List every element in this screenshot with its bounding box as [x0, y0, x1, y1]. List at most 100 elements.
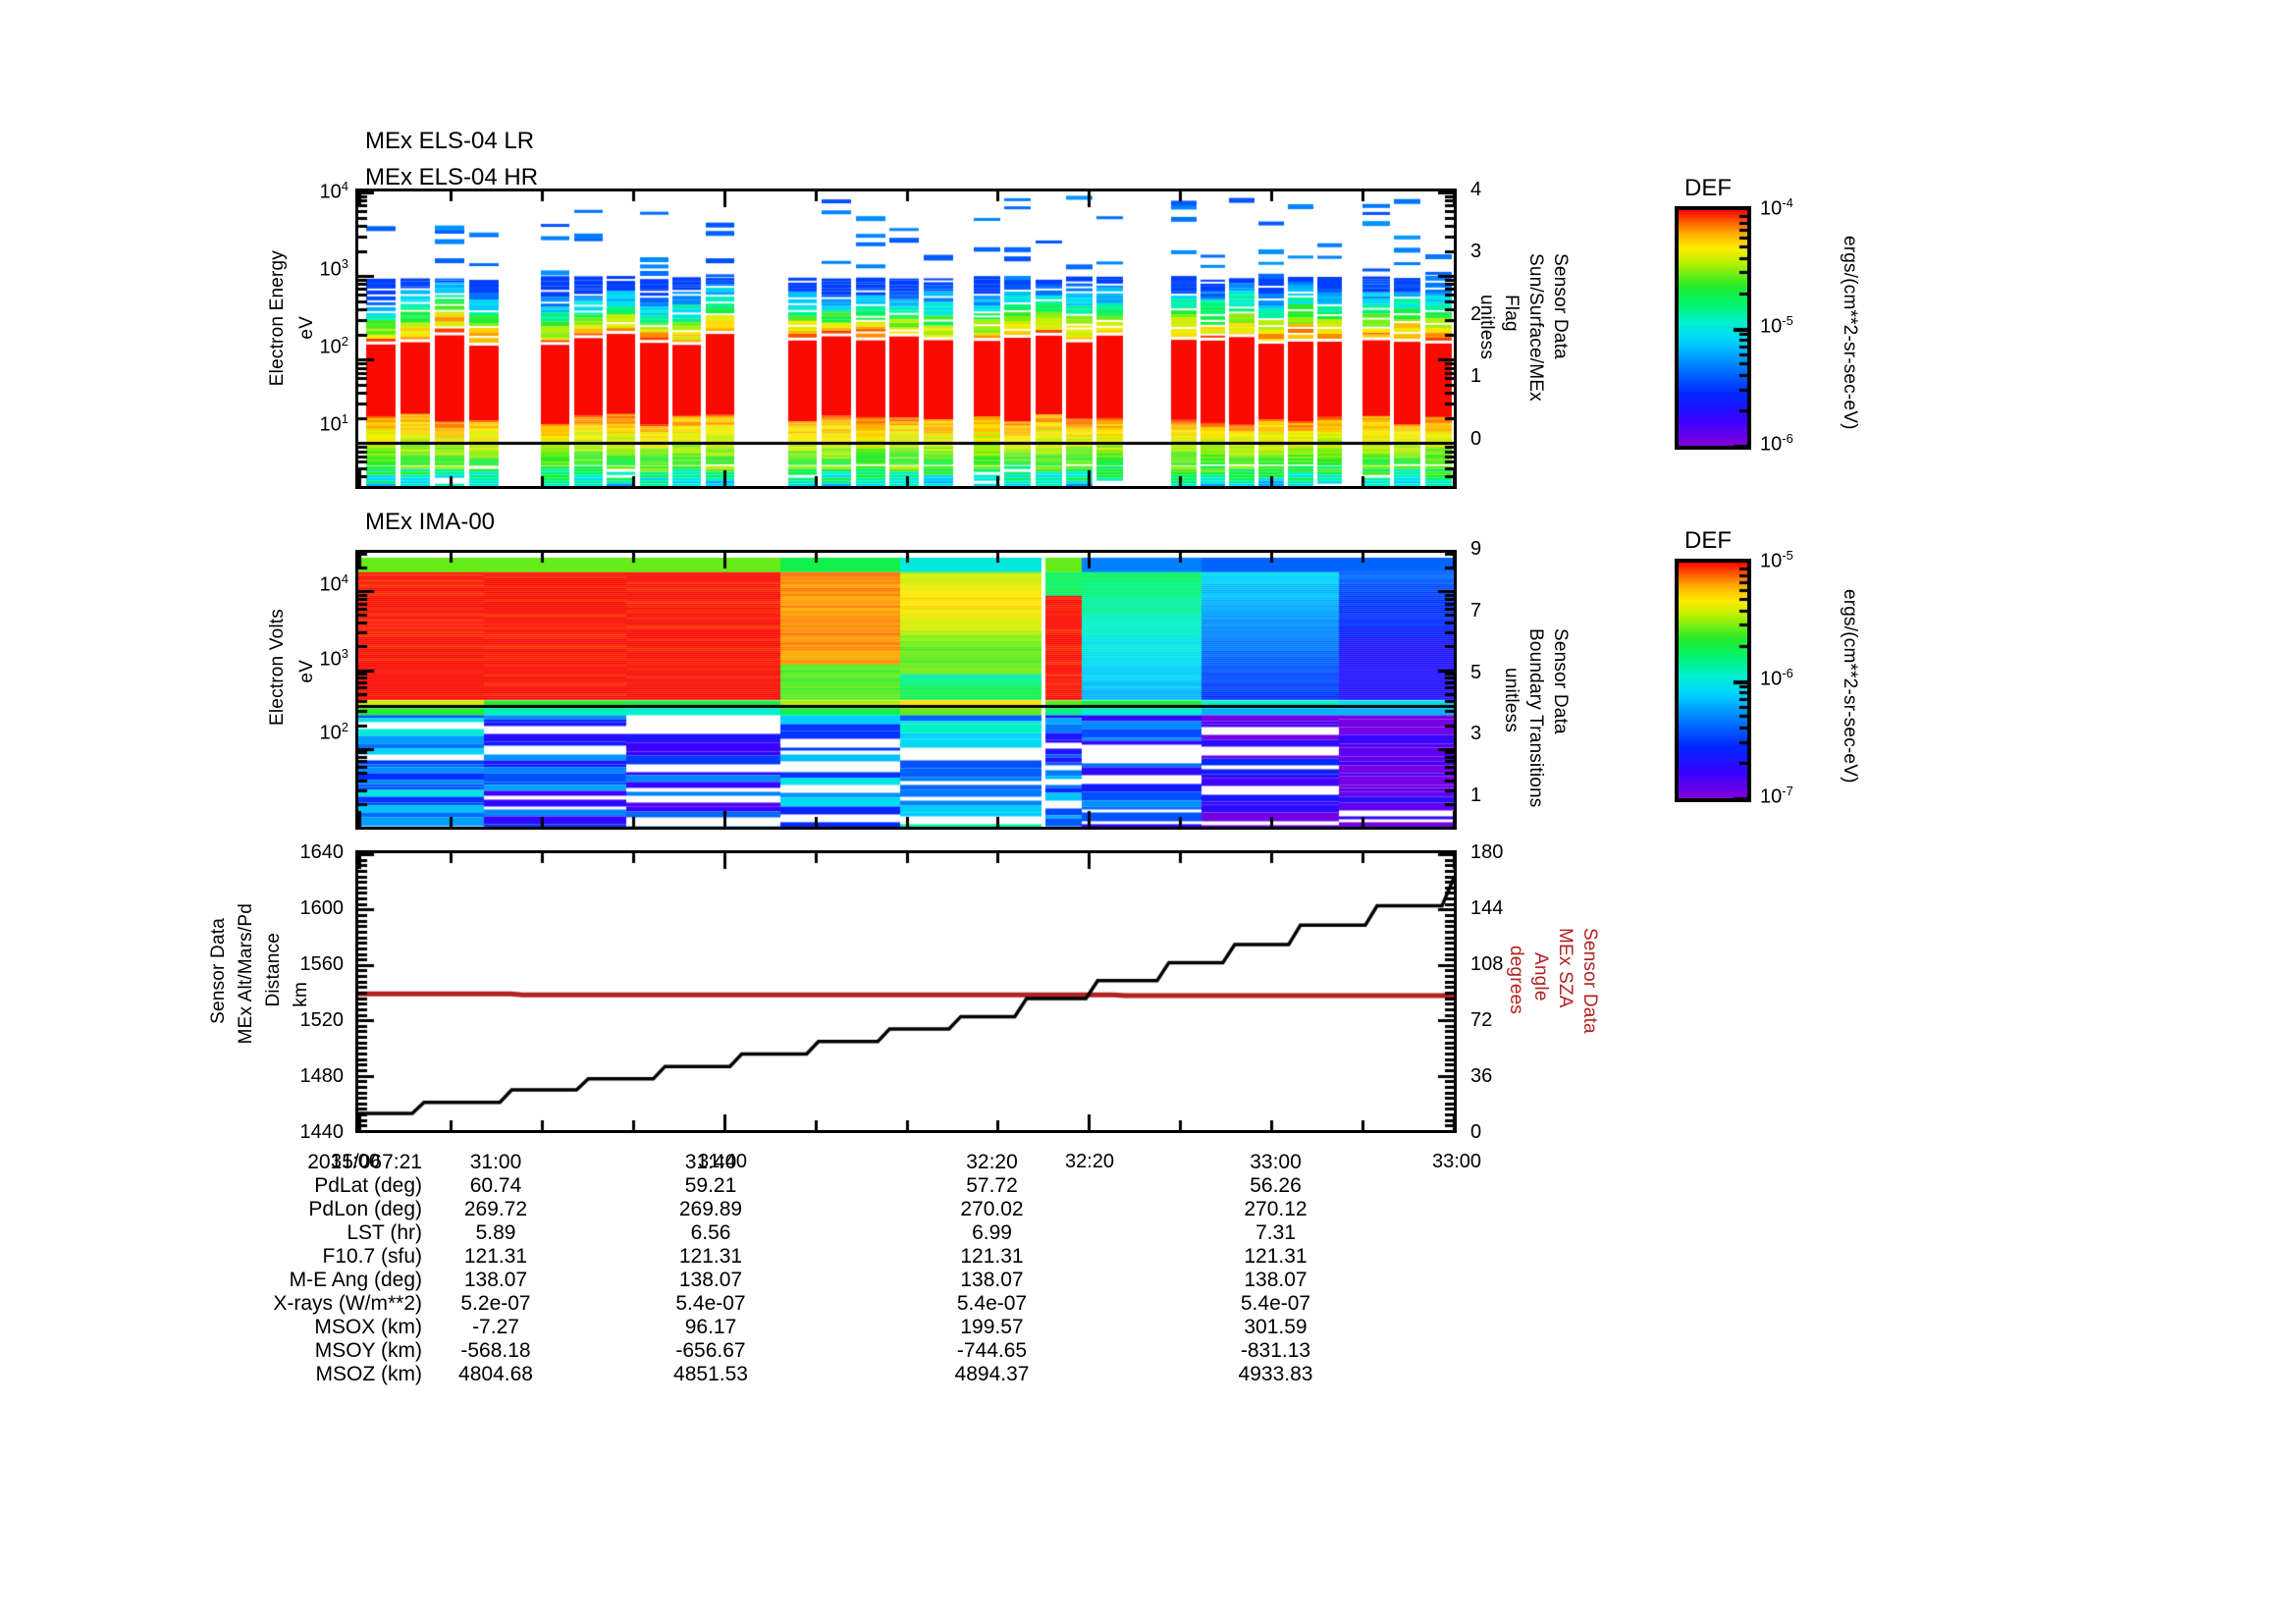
panel-alt-ytick-1600: 1600	[299, 897, 345, 919]
table-row-label: MSOX (km)	[314, 1316, 422, 1338]
table-row: MSOX (km) -7.27 96.17 199.57 301.59	[177, 1316, 1419, 1339]
xaxis-tick-label: 31:40	[697, 1151, 748, 1172]
panel-sza-rlabel-sza: MEx SZA	[1555, 928, 1575, 1008]
panel-ima-rlabel-boundary: Boundary Transitions	[1525, 628, 1546, 808]
panel-sza-rlabel-angle: Angle	[1530, 952, 1551, 1001]
table-row: 2015/067:21 31:00 31:40 32:20 33:00	[177, 1151, 1419, 1174]
table-cell: -7.27	[472, 1316, 519, 1338]
table-cell: 121.31	[463, 1245, 528, 1268]
panel-els-title-hr: MEx ELS-04 HR	[365, 164, 539, 190]
table-cell: -656.67	[675, 1339, 746, 1362]
table-row-label: X-rays (W/m**2)	[273, 1292, 422, 1315]
table-cell: 4851.53	[673, 1363, 748, 1385]
table-cell: 269.72	[463, 1198, 528, 1220]
panel-alt-plot[interactable]	[355, 850, 1457, 1133]
panel-ima-rtick-9: 9	[1470, 538, 1482, 560]
ephemeris-table: 2015/067:21 31:00 31:40 32:20 33:00 PdLat (de…	[177, 1151, 1419, 1386]
panel-sza-rtick-0: 0	[1470, 1121, 1482, 1143]
table-row-label: 2015/067:21	[307, 1151, 422, 1173]
panel-sza-rtick-72: 72	[1470, 1009, 1493, 1031]
colorbar-els-unit: ergs/(cm**2-sr-sec-eV)	[1840, 236, 1860, 430]
table-row: PdLat (deg) 60.74 59.21 57.72 56.26	[177, 1174, 1419, 1198]
colorbar-ima[interactable]	[1675, 559, 1751, 802]
panel-alt-ytick-1520: 1520	[299, 1009, 345, 1031]
panel-ima-rtick-7: 7	[1470, 600, 1482, 622]
table-cell: 56.26	[1250, 1174, 1302, 1197]
panel-alt-ylabel-km: km	[291, 982, 311, 1007]
panel-ima-ytick-3: 103	[319, 646, 348, 671]
panel-sza-rlabel-sensor: Sensor Data	[1579, 928, 1600, 1034]
panel-els-plot[interactable]	[355, 189, 1457, 489]
table-cell: 57.72	[966, 1174, 1018, 1197]
panel-els-ylabel: Electron Energy	[267, 250, 288, 387]
xaxis-tick-label: 33:00	[1431, 1151, 1482, 1172]
panel-els-rlabel-flag: Flag	[1501, 295, 1522, 332]
table-cell: 7.31	[1255, 1221, 1296, 1244]
table-cell: -568.18	[460, 1339, 531, 1362]
table-cell: 4804.68	[458, 1363, 533, 1385]
colorbar-ima-top-label: 10-5	[1760, 548, 1793, 572]
table-cell: 270.12	[1244, 1198, 1308, 1220]
panel-els-ytick-3: 103	[319, 256, 348, 281]
panel-alt-ytick-1480: 1480	[299, 1065, 345, 1087]
table-cell: 5.2e-07	[460, 1292, 531, 1315]
panel-ima-rlabel-sensor: Sensor Data	[1550, 628, 1571, 734]
table-cell: 301.59	[1244, 1316, 1308, 1338]
table-row-label: PdLat (deg)	[314, 1174, 422, 1197]
panel-els-rtick-2: 2	[1470, 303, 1482, 325]
panel-alt-ylabel-sensor: Sensor Data	[208, 918, 229, 1024]
table-cell: 60.74	[469, 1174, 522, 1197]
table-cell: 270.02	[960, 1198, 1024, 1220]
panel-ima-rtick-5: 5	[1470, 662, 1482, 683]
panel-els-rtick-0: 0	[1470, 428, 1482, 450]
colorbar-els-title: DEF	[1684, 175, 1732, 201]
table-row: M-E Ang (deg) 138.07 138.07 138.07 138.07	[177, 1269, 1419, 1292]
xaxis-tick-label: 31:00	[330, 1151, 381, 1172]
table-cell: 138.07	[960, 1269, 1024, 1291]
table-cell: 4933.83	[1238, 1363, 1313, 1385]
panel-alt-canvas	[358, 853, 1454, 1130]
table-cell: -744.65	[956, 1339, 1028, 1362]
table-cell: 4894.37	[954, 1363, 1030, 1385]
table-cell: 5.4e-07	[1240, 1292, 1311, 1315]
table-row-label: M-E Ang (deg)	[289, 1269, 422, 1291]
panel-alt-ytick-1440: 1440	[299, 1121, 345, 1143]
table-cell: 138.07	[678, 1269, 743, 1291]
table-cell: 31:40	[684, 1151, 737, 1173]
panel-els-rtick-1: 1	[1470, 365, 1482, 387]
table-cell: 121.31	[678, 1245, 743, 1268]
table-row: MSOY (km) -568.18 -656.67 -744.65 -831.13	[177, 1339, 1419, 1363]
colorbar-ima-mid-label: 10-6	[1760, 666, 1793, 690]
table-cell: 121.31	[1244, 1245, 1308, 1268]
table-row: MSOZ (km) 4804.68 4851.53 4894.37 4933.83	[177, 1363, 1419, 1386]
table-cell: 6.99	[972, 1221, 1012, 1244]
panel-ima-ytick-2: 102	[319, 720, 348, 744]
table-row: LST (hr) 5.89 6.56 6.99 7.31	[177, 1221, 1419, 1245]
colorbar-els-mid-label: 10-5	[1760, 313, 1793, 338]
panel-ima-rtick-1: 1	[1470, 784, 1482, 806]
panel-els-canvas	[358, 191, 1454, 486]
colorbar-els-top-label: 10-4	[1760, 195, 1793, 220]
table-cell: 32:20	[966, 1151, 1018, 1173]
colorbar-els[interactable]	[1675, 206, 1751, 450]
table-cell: 5.4e-07	[675, 1292, 746, 1315]
xaxis-tick-label: 32:20	[1064, 1151, 1115, 1172]
colorbar-ima-gradient	[1679, 563, 1747, 798]
panel-els-rlabel-unit: unitless	[1476, 295, 1497, 360]
panel-ima-plot[interactable]	[355, 550, 1457, 830]
table-row-label: F10.7 (sfu)	[322, 1245, 422, 1268]
table-cell: 59.21	[684, 1174, 737, 1197]
table-row-label: MSOZ (km)	[315, 1363, 422, 1385]
table-row: PdLon (deg) 269.72 269.89 270.02 270.12	[177, 1198, 1419, 1221]
table-row-label: PdLon (deg)	[308, 1198, 422, 1220]
panel-sza-rtick-108: 108	[1470, 953, 1504, 975]
panel-els-rlabel-sensor: Sensor Data	[1550, 253, 1571, 359]
panel-els-rlabel-flagsrc: Sun/Surface/MEx	[1525, 253, 1546, 402]
panel-ima-title: MEx IMA-00	[365, 509, 496, 535]
table-cell: 31:00	[469, 1151, 522, 1173]
table-row: F10.7 (sfu) 121.31 121.31 121.31 121.31	[177, 1245, 1419, 1269]
panel-ima-canvas	[358, 553, 1454, 827]
table-cell: 5.89	[475, 1221, 516, 1244]
colorbar-ima-bottom-label: 10-7	[1760, 784, 1793, 808]
table-row-label: MSOY (km)	[314, 1339, 422, 1362]
